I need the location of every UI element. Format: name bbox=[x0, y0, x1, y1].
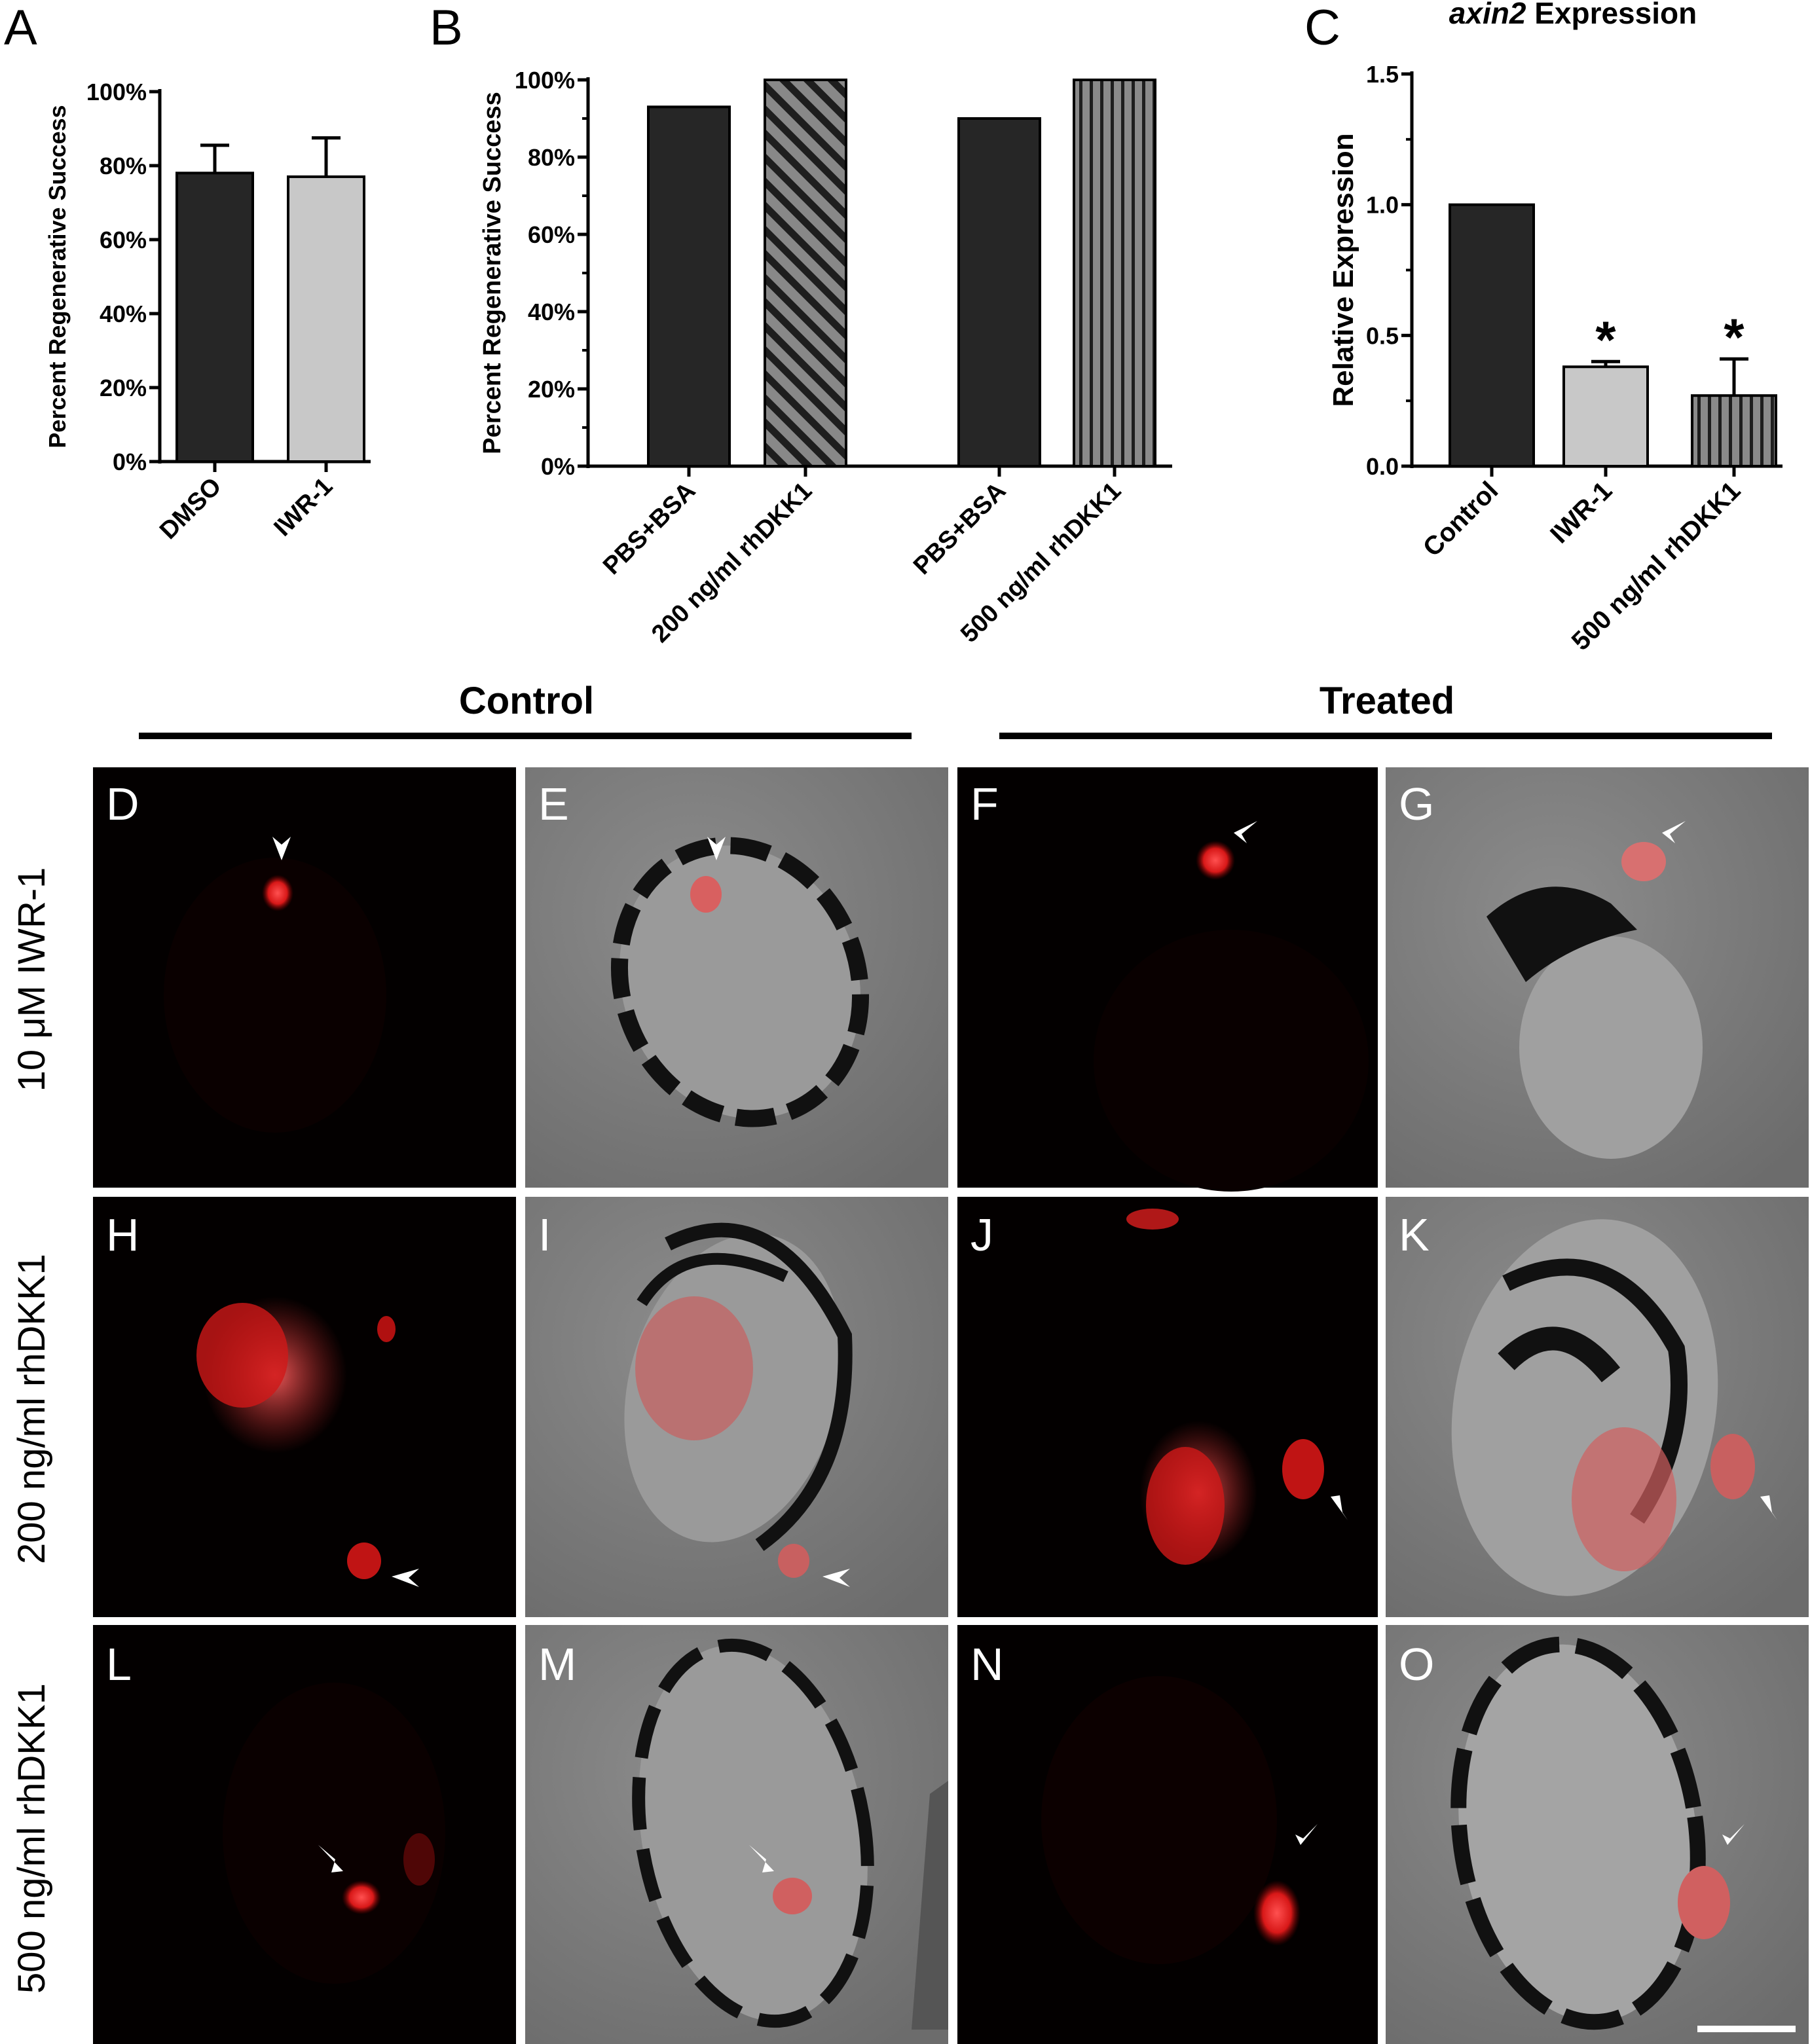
chart-c-bar-3 bbox=[1691, 394, 1777, 467]
chart-c-category-label-1: Control bbox=[1418, 476, 1504, 562]
panel-letter-h: H bbox=[106, 1209, 139, 1260]
chart-c-ytick-label: 0.5 bbox=[1366, 322, 1399, 349]
chart-b-ytick-label: 40% bbox=[528, 299, 575, 325]
panel-letter-a: A bbox=[4, 0, 37, 56]
chart-c-ytick-label: 0.0 bbox=[1366, 453, 1399, 480]
chart-b-bar-2 bbox=[764, 79, 847, 467]
micrograph-letters: D E F G H I J K L M N O bbox=[106, 778, 1434, 1690]
chart-a-ytick-label: 0% bbox=[113, 448, 147, 475]
chart-b-category-label-1: PBS+BSA bbox=[598, 477, 701, 580]
chart-c-bar-2 bbox=[1562, 365, 1649, 468]
panel-letter-m: M bbox=[538, 1639, 576, 1690]
micrograph-e bbox=[525, 767, 948, 1188]
chart-b-ytick-label: 100% bbox=[515, 67, 575, 94]
micrograph-g bbox=[1386, 767, 1809, 1188]
chart-c-ytick-label: 1.0 bbox=[1366, 192, 1399, 219]
chart-a-ytick-label: 60% bbox=[100, 227, 147, 253]
chart-a-ytick-label: 100% bbox=[86, 79, 147, 105]
control-header: Control bbox=[459, 680, 594, 722]
chart-b-bar-3 bbox=[957, 117, 1041, 467]
treated-header: Treated bbox=[1320, 680, 1454, 722]
panel-letter-c: C bbox=[1304, 0, 1340, 56]
panel-letter-l: L bbox=[106, 1639, 132, 1690]
chart-b-ytick-label: 20% bbox=[528, 376, 575, 403]
micrograph-m bbox=[525, 1625, 948, 2044]
chart-a-ytick-label: 20% bbox=[100, 374, 147, 401]
chart-a: 0% 20% 40% 60% 80% 100% Percent Regenerative S… bbox=[44, 79, 371, 545]
row-label-rhdkk1-200: 200 ng/ml rhDKK1 bbox=[10, 1254, 53, 1564]
chart-b-ytick-label: 80% bbox=[528, 144, 575, 171]
chart-a-ytick-label: 80% bbox=[100, 153, 147, 179]
micrograph-d bbox=[93, 767, 516, 1188]
panel-letter-d: D bbox=[106, 778, 139, 830]
panel-letter-f: F bbox=[970, 778, 999, 830]
chart-b-category-label-3: PBS+BSA bbox=[908, 477, 1011, 580]
panel-letter-k: K bbox=[1399, 1209, 1430, 1260]
micrograph-k bbox=[1386, 1197, 1809, 1617]
chart-c-ylabel: Relative Expression bbox=[1327, 133, 1359, 407]
micrograph-l bbox=[93, 1625, 516, 2044]
chart-a-ylabel: Percent Regenerative Success bbox=[44, 105, 71, 448]
chart-a-category-label-1: DMSO bbox=[155, 473, 227, 545]
chart-a-bar-2 bbox=[287, 175, 365, 463]
chart-b: 0% 20% 40% 60% 80% 100% Percent Regenerative S… bbox=[479, 67, 1172, 648]
chart-b-ytick-label: 0% bbox=[541, 453, 575, 480]
chart-c-category-label-2: IWR-1 bbox=[1545, 476, 1617, 549]
chart-c: 0.0 0.5 1.0 1.5 Relative Expression Control * I… bbox=[1327, 61, 1782, 656]
micrograph-i bbox=[525, 1197, 948, 1617]
micrograph-h bbox=[93, 1197, 516, 1617]
panel-letter-e: E bbox=[538, 778, 569, 830]
micrograph-o bbox=[1386, 1625, 1809, 2044]
panel-letter-g: G bbox=[1399, 778, 1434, 830]
scale-bar bbox=[1697, 2026, 1796, 2032]
chart-b-bar-4 bbox=[1073, 79, 1156, 467]
panel-letter-i: I bbox=[538, 1209, 551, 1260]
chart-b-ytick-label: 60% bbox=[528, 221, 575, 248]
chart-c-bar-1 bbox=[1449, 203, 1535, 467]
chart-b-bar-1 bbox=[647, 105, 731, 468]
chart-a-ytick-label: 40% bbox=[100, 301, 147, 327]
chart-a-category-label-2: IWR-1 bbox=[269, 473, 339, 542]
row-label-rhdkk1-500: 500 ng/ml rhDKK1 bbox=[10, 1683, 53, 1994]
chart-c-ytick-label: 1.5 bbox=[1366, 61, 1399, 88]
panel-letter-o: O bbox=[1399, 1639, 1434, 1690]
chart-a-bar-1 bbox=[175, 172, 254, 463]
chart-b-ylabel: Percent Regenerative Success bbox=[479, 92, 506, 454]
chart-c-title: axin2 Expression bbox=[1449, 0, 1697, 30]
micrograph-j bbox=[957, 1197, 1378, 1617]
panel-letter-j: J bbox=[970, 1209, 993, 1260]
panel-letter-n: N bbox=[970, 1639, 1004, 1690]
micrograph-n bbox=[957, 1625, 1378, 2044]
chart-c-significance-3: * bbox=[1724, 308, 1745, 366]
row-label-iwr1: 10 μM IWR-1 bbox=[10, 867, 53, 1092]
panel-letter-b: B bbox=[430, 0, 463, 56]
chart-c-significance-2: * bbox=[1595, 310, 1616, 369]
micrograph-f bbox=[957, 767, 1378, 1192]
